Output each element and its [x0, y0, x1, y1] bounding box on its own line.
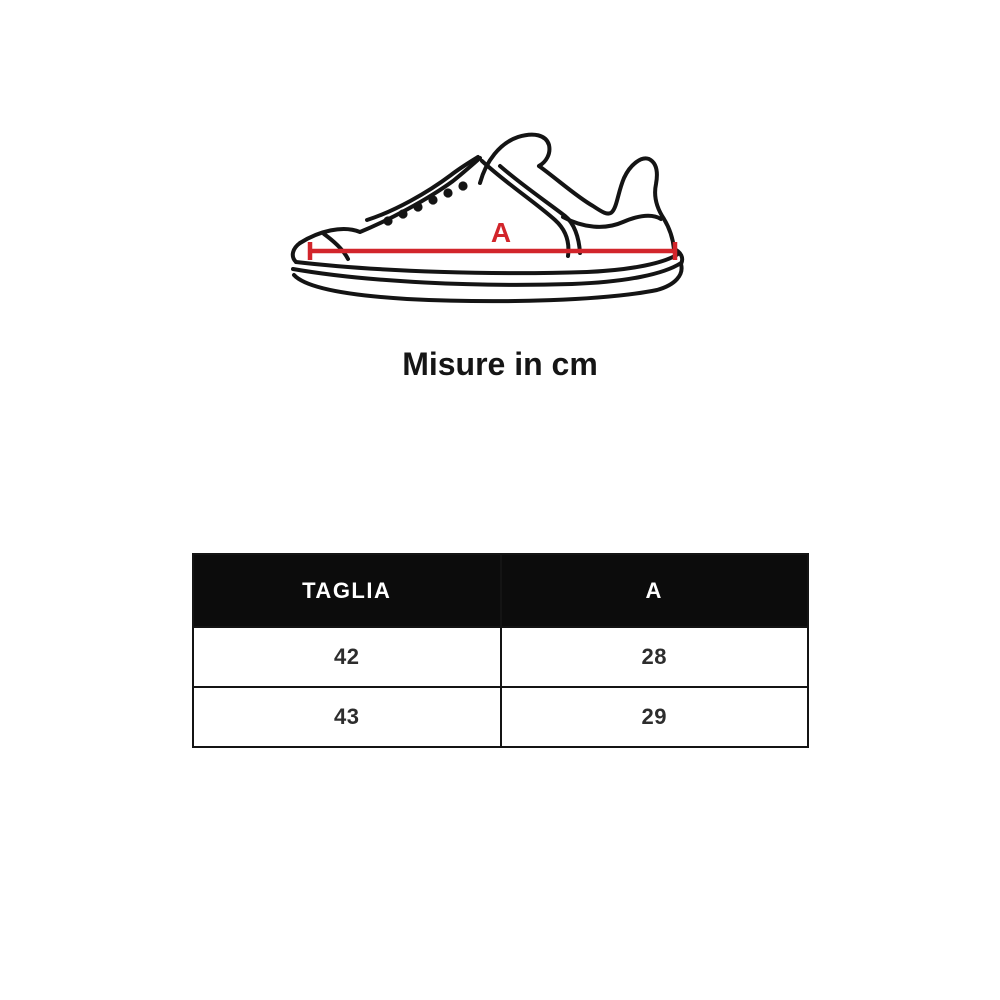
cell-length-29: 29 — [499, 686, 809, 748]
header-measure-a: A — [499, 553, 809, 628]
size-table-row: 42 28 — [192, 626, 809, 688]
outsole-bottom-line — [292, 262, 684, 304]
shoe-outline-group — [290, 132, 685, 304]
quarter-curve-inner — [498, 164, 582, 255]
toe-cap-seam — [322, 232, 350, 261]
midsole-top-line — [294, 252, 680, 276]
header-taglia: TAGLIA — [192, 553, 502, 628]
shoe-diagram: A — [287, 125, 697, 320]
size-table-row: 43 29 — [192, 686, 809, 748]
cell-size-43: 43 — [192, 686, 502, 748]
size-table: TAGLIA A 42 28 43 29 — [192, 553, 809, 748]
lace-eyelets — [383, 181, 468, 226]
eyestay-edge — [365, 155, 480, 222]
cell-size-42: 42 — [192, 626, 502, 688]
topline-and-heel — [537, 156, 676, 251]
measurement-label-a: A — [491, 217, 511, 248]
units-caption: Misure in cm — [402, 346, 598, 382]
quarter-curve-outer — [480, 159, 571, 258]
heel-overlay-line — [561, 213, 663, 229]
midsole-bottom-line — [291, 261, 683, 287]
sole-toe-cap — [290, 241, 302, 264]
size-table-header-row: TAGLIA A — [192, 553, 809, 628]
measurement-group — [307, 242, 678, 260]
sneaker-line-drawing: A — [290, 132, 685, 304]
cell-length-28: 28 — [499, 626, 809, 688]
tongue — [478, 132, 552, 185]
vamp-edge — [298, 156, 482, 245]
